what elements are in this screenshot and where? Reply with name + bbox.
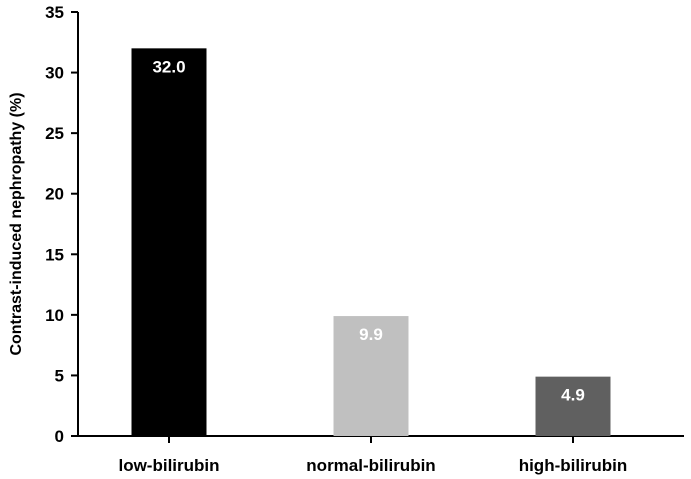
bar [131,48,207,436]
y-tick-label: 15 [45,245,64,264]
bar [333,316,409,436]
x-category-label: low-bilirubin [118,456,219,475]
data-label: 32.0 [152,57,185,76]
y-tick-label: 30 [45,64,64,83]
data-label: 4.9 [561,386,585,405]
bar [535,376,611,436]
data-label: 9.9 [359,325,383,344]
y-axis-title: Contrast-induced nephropathy (%) [8,92,25,355]
y-tick-label: 5 [55,366,64,385]
x-axis [77,435,684,443]
y-axis: 0 5 10 15 20 25 30 35 [45,3,79,446]
y-tick-label: 10 [45,306,64,325]
x-category-label: high-bilirubin [519,456,628,475]
y-tick-label: 20 [45,185,64,204]
x-category-label: normal-bilirubin [306,456,435,475]
category-labels: low-bilirubin normal-bilirubin high-biliru… [118,456,627,475]
y-tick-label: 25 [45,124,64,143]
bars [131,48,611,436]
y-tick-label: 0 [55,427,64,446]
data-labels: 32.0 9.9 4.9 [152,57,584,404]
y-tick-label: 35 [45,3,64,22]
